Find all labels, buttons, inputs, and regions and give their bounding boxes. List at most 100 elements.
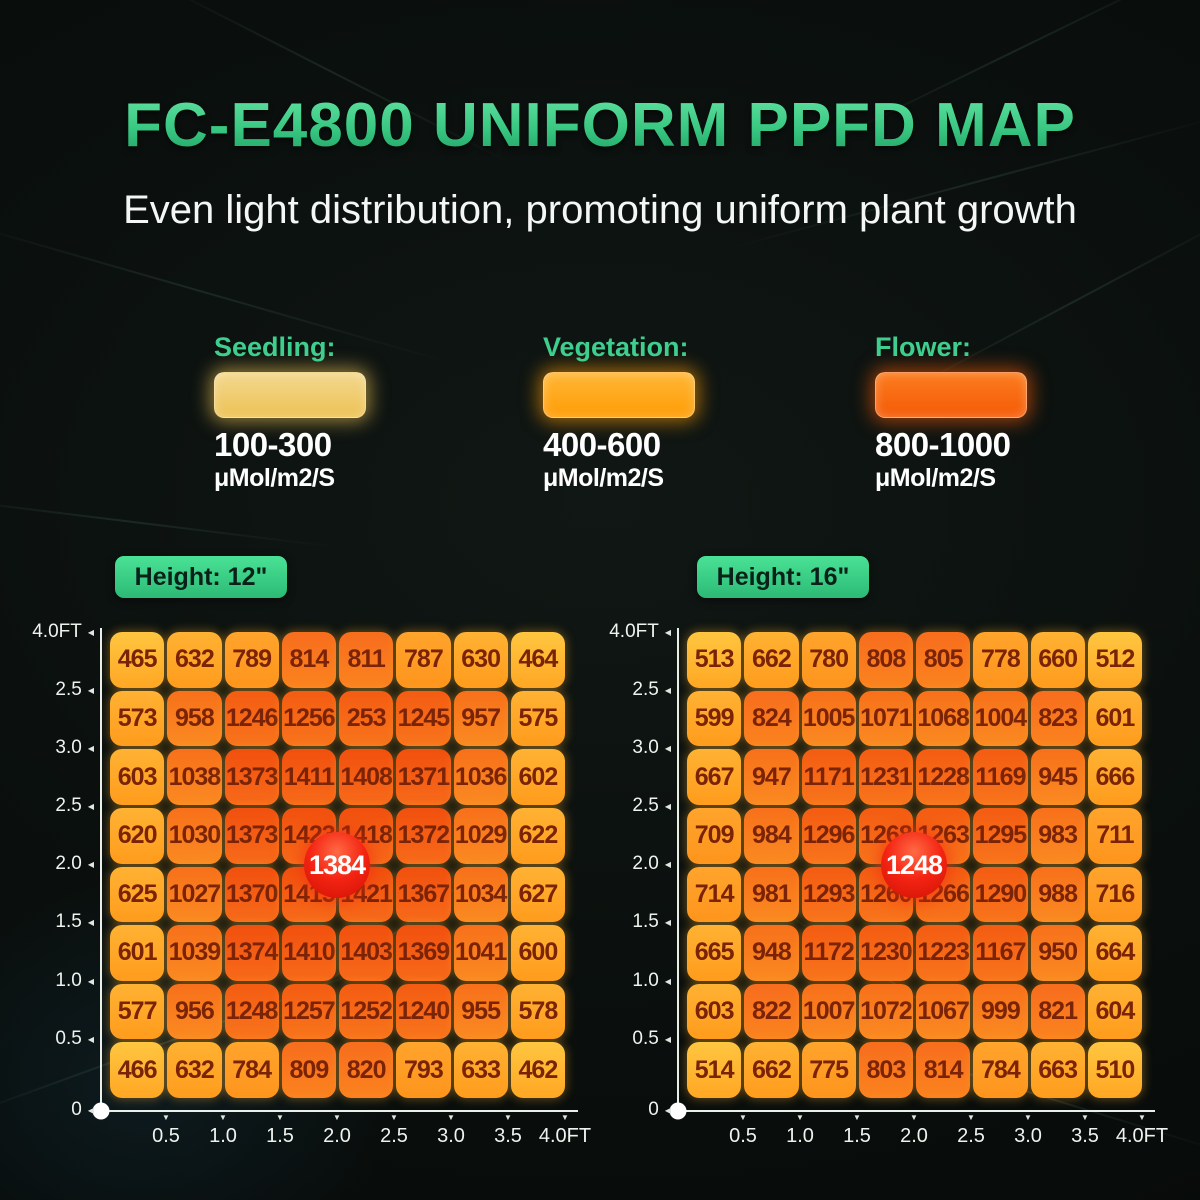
ppfd-cell: 603 — [110, 749, 165, 805]
y-tick-label: 2.5 ◀ — [55, 679, 94, 700]
height-badge-16: Height: 16" — [697, 556, 869, 598]
y-tick-arrow-icon: ◀ — [87, 976, 94, 986]
x-tick-label: ▼ 2.0 — [900, 1113, 928, 1148]
ppfd-cell: 1231 — [858, 749, 913, 805]
ppfd-cell: 603 — [687, 983, 742, 1040]
y-tick-label: 2.0 ◀ — [55, 853, 94, 874]
ppfd-cell: 714 — [687, 866, 742, 923]
ppfd-cell: 1169 — [973, 749, 1028, 805]
ppfd-cell: 662 — [744, 1042, 799, 1098]
ppfd-cell: 1403 — [339, 925, 394, 981]
ppfd-cell: 1372 — [396, 807, 451, 864]
x-tick-label: ▼ 2.5 — [380, 1113, 408, 1148]
ppfd-cell: 1374 — [224, 925, 279, 981]
ppfd-cell: 1230 — [858, 925, 913, 981]
ppfd-cell: 1029 — [453, 807, 508, 864]
ppfd-cell: 1223 — [916, 925, 971, 981]
peak-value: 1384 — [308, 849, 366, 880]
ppfd-cell: 464 — [510, 632, 565, 688]
ppfd-cell: 784 — [224, 1042, 279, 1098]
ppfd-cell: 1034 — [453, 866, 508, 923]
ppfd-cell: 1257 — [281, 983, 336, 1040]
ppfd-cell: 625 — [110, 866, 165, 923]
y-axis-line — [100, 628, 102, 1112]
ppfd-cell: 1256 — [281, 690, 336, 747]
legend-units: μMol/m2/S — [214, 464, 335, 492]
ppfd-cell: 601 — [110, 925, 165, 981]
x-tick-arrow-icon: ▼ — [561, 1113, 569, 1122]
ppfd-cell: 811 — [339, 632, 394, 688]
ppfd-cell: 253 — [339, 690, 394, 747]
ppfd-panel-height-16: 513 662 780 808 805 778 660 512 599 824 1005 1071 10… — [607, 620, 1182, 1180]
legend-swatch-vegetation — [543, 372, 695, 418]
ppfd-cell: 665 — [687, 925, 742, 981]
x-tick-arrow-icon: ▼ — [390, 1113, 398, 1122]
ppfd-cell: 803 — [858, 1042, 913, 1098]
ppfd-cell: 513 — [687, 632, 742, 688]
legend-swatch-flower — [875, 372, 1027, 418]
ppfd-cell: 577 — [110, 983, 165, 1040]
ppfd-cell: 1041 — [453, 925, 508, 981]
x-tick-label: ▼ 1.0 — [209, 1113, 237, 1148]
x-tick-arrow-icon: ▼ — [1138, 1113, 1146, 1122]
ppfd-cell: 1027 — [167, 866, 222, 923]
y-tick-arrow-icon: ◀ — [87, 627, 94, 637]
x-tick-label: ▼ 3.0 — [1014, 1113, 1042, 1148]
ppfd-cell: 667 — [687, 749, 742, 805]
y-tick-arrow-icon: ◀ — [664, 627, 671, 637]
peak-value-badge: 1248 — [881, 832, 947, 898]
y-tick-label: 3.0 ◀ — [632, 737, 671, 758]
y-tick-label: 4.0FT ◀ — [32, 621, 94, 642]
page-title: FC-E4800 UNIFORM PPFD MAP — [0, 90, 1200, 161]
ppfd-cell: 1067 — [916, 983, 971, 1040]
x-tick-label: ▼ 1.0 — [786, 1113, 814, 1148]
ppfd-cell: 1038 — [167, 749, 222, 805]
ppfd-cell: 1004 — [973, 690, 1028, 747]
x-axis-line — [100, 1110, 578, 1112]
ppfd-cell: 1246 — [224, 690, 279, 747]
y-axis-ticks: 4.0FT ◀ 2.5 ◀ 3.0 ◀ 2.5 ◀ 2.0 ◀ 1.5 ◀ 1.0 ◀ 0.5 ◀ 0 ◀ — [607, 620, 671, 1120]
peak-value-badge: 1384 — [304, 832, 370, 898]
y-tick-arrow-icon: ◀ — [87, 917, 94, 927]
ppfd-cell: 664 — [1087, 925, 1142, 981]
ppfd-cell: 1369 — [396, 925, 451, 981]
y-tick-arrow-icon: ◀ — [664, 1034, 671, 1044]
ppfd-cell: 599 — [687, 690, 742, 747]
y-tick-arrow-icon: ◀ — [87, 859, 94, 869]
y-tick-arrow-icon: ◀ — [87, 1034, 94, 1044]
y-tick-arrow-icon: ◀ — [664, 1105, 671, 1115]
ppfd-cell: 600 — [510, 925, 565, 981]
x-tick-label: ▼ 3.0 — [437, 1113, 465, 1148]
ppfd-cell: 462 — [510, 1042, 565, 1098]
ppfd-grid-16: 513 662 780 808 805 778 660 512 599 824 1005 1071 10… — [687, 632, 1142, 1098]
ppfd-cell: 1030 — [167, 807, 222, 864]
ppfd-cell: 988 — [1030, 866, 1085, 923]
x-tick-label: ▼ 0.5 — [152, 1113, 180, 1148]
ppfd-cell: 633 — [453, 1042, 508, 1098]
x-tick-label: ▼ 2.0 — [323, 1113, 351, 1148]
y-tick-arrow-icon: ◀ — [87, 685, 94, 695]
ppfd-cell: 821 — [1030, 983, 1085, 1040]
ppfd-cell: 784 — [973, 1042, 1028, 1098]
x-tick-label: ▼ 1.5 — [266, 1113, 294, 1148]
legend-units: μMol/m2/S — [875, 464, 996, 492]
ppfd-cell: 1408 — [339, 749, 394, 805]
legend-label: Flower: — [875, 332, 972, 362]
ppfd-cell: 510 — [1087, 1042, 1142, 1098]
y-tick-arrow-icon: ◀ — [664, 685, 671, 695]
ppfd-cell: 575 — [510, 690, 565, 747]
ppfd-cell: 787 — [396, 632, 451, 688]
ppfd-cell: 620 — [110, 807, 165, 864]
ppfd-cell: 948 — [744, 925, 799, 981]
ppfd-cell: 663 — [1030, 1042, 1085, 1098]
ppfd-cell: 662 — [744, 632, 799, 688]
page-subtitle: Even light distribution, promoting unifo… — [123, 188, 1077, 232]
height-badge-label: Height: 12" — [134, 562, 268, 591]
ppfd-cell: 814 — [281, 632, 336, 688]
ppfd-cell: 822 — [744, 983, 799, 1040]
x-tick-label: ▼ 3.5 — [1071, 1113, 1099, 1148]
ppfd-cell: 578 — [510, 983, 565, 1040]
ppfd-cell: 1295 — [973, 807, 1028, 864]
legend-units: μMol/m2/S — [543, 464, 664, 492]
ppfd-cell: 666 — [1087, 749, 1142, 805]
